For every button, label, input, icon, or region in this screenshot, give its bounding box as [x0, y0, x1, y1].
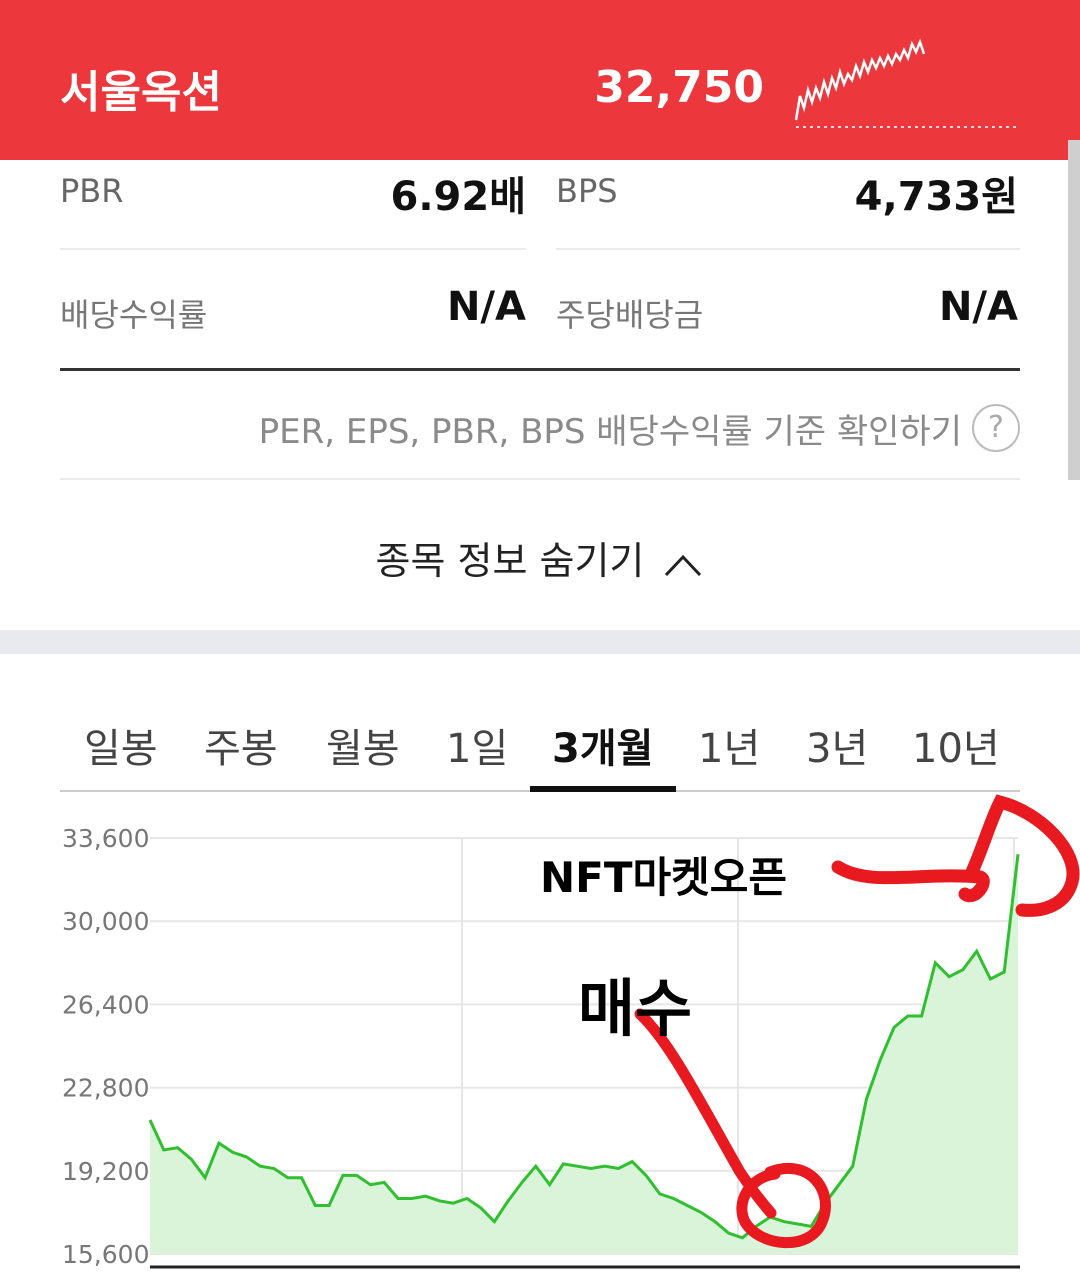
- tab-1-day[interactable]: 1일: [446, 726, 509, 772]
- annotation-circle: [736, 1162, 831, 1249]
- annotation-buy: 매수: [578, 972, 693, 1045]
- tab-monthly[interactable]: 월봉: [326, 726, 400, 772]
- section-gap: [0, 630, 1080, 654]
- divider: [60, 248, 526, 250]
- metric-value-dividend-yield: N/A: [446, 284, 526, 330]
- metric-label-dividend-per-share: 주당배당금: [556, 296, 704, 334]
- active-tab-underline: [530, 786, 676, 792]
- tab-1-year[interactable]: 1년: [698, 726, 761, 772]
- hide-info-toggle[interactable]: 종목 정보 숨기기: [0, 530, 1080, 585]
- price-chart[interactable]: 33,600 30,000 26,400 22,800 19,200 15,600: [0, 792, 1080, 1288]
- help-icon[interactable]: ?: [972, 404, 1020, 452]
- annotation-stroke: [634, 1008, 777, 1219]
- y-tick-label: 22,800: [62, 1074, 149, 1103]
- divider: [556, 248, 1020, 250]
- y-tick-label: 30,000: [62, 907, 149, 936]
- annotation-nft-market-open: NFT마켓오픈: [540, 853, 788, 902]
- stock-name: 서울옥션: [60, 67, 222, 118]
- chevron-up-icon: [665, 554, 702, 576]
- annotation-stroke: [831, 860, 990, 903]
- stock-price: 32,750: [594, 62, 764, 113]
- y-tick-label: 26,400: [62, 990, 149, 1019]
- metric-label-pbr: PBR: [60, 172, 124, 210]
- stock-header: 서울옥션 32,750: [0, 0, 1080, 160]
- tab-10-years[interactable]: 10년: [912, 726, 1000, 772]
- y-tick-label: 33,600: [62, 824, 149, 853]
- tab-3-months[interactable]: 3개월: [552, 726, 654, 772]
- y-tick-label: 15,600: [62, 1240, 149, 1269]
- mini-sparkline: [794, 38, 1018, 128]
- period-tabs: 일봉 주봉 월봉 1일 3개월 1년 3년 10년: [60, 700, 1020, 792]
- metric-value-dividend-per-share: N/A: [938, 284, 1018, 330]
- criteria-link[interactable]: PER, EPS, PBR, BPS 배당수익률 기준 확인하기: [258, 412, 962, 452]
- y-tick-label: 19,200: [62, 1157, 149, 1186]
- metric-value-pbr: 6.92배: [390, 174, 527, 220]
- divider: [60, 478, 1020, 480]
- price-line: [148, 854, 1020, 1240]
- scrollbar[interactable]: [1068, 140, 1080, 480]
- metric-label-dividend-yield: 배당수익률: [60, 296, 208, 334]
- hide-info-label: 종목 정보 숨기기: [375, 539, 645, 583]
- tab-3-years[interactable]: 3년: [806, 726, 869, 772]
- price-area-fill: [150, 854, 1018, 1254]
- tab-daily[interactable]: 일봉: [84, 726, 158, 772]
- tab-weekly[interactable]: 주봉: [204, 726, 278, 772]
- metric-value-bps: 4,733원: [854, 174, 1018, 220]
- section-divider: [60, 368, 1020, 371]
- annotation-arrow: [965, 794, 1080, 917]
- metric-label-bps: BPS: [556, 172, 618, 210]
